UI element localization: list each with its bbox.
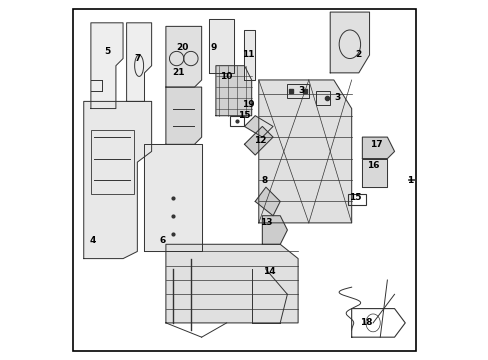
- Polygon shape: [216, 66, 251, 116]
- Text: 7: 7: [134, 54, 140, 63]
- Bar: [315, 91, 329, 105]
- Polygon shape: [165, 244, 298, 323]
- Text: 16: 16: [366, 161, 379, 170]
- Text: 3: 3: [334, 93, 340, 102]
- Text: 15: 15: [348, 193, 361, 202]
- Polygon shape: [244, 116, 272, 137]
- Polygon shape: [165, 87, 201, 144]
- Polygon shape: [208, 19, 233, 73]
- Bar: [230, 116, 244, 126]
- Text: 17: 17: [369, 140, 382, 149]
- Text: 6: 6: [159, 236, 165, 245]
- Bar: [287, 84, 308, 98]
- Text: 19: 19: [241, 100, 254, 109]
- Polygon shape: [91, 23, 123, 109]
- Text: 5: 5: [103, 47, 110, 56]
- Text: 11: 11: [242, 50, 254, 59]
- Polygon shape: [144, 144, 201, 251]
- Polygon shape: [244, 126, 272, 155]
- Polygon shape: [329, 12, 369, 73]
- Text: 8: 8: [261, 176, 267, 185]
- Polygon shape: [362, 158, 386, 187]
- Text: 1: 1: [407, 176, 413, 185]
- Text: 3: 3: [298, 86, 304, 95]
- Text: 2: 2: [355, 50, 361, 59]
- Polygon shape: [244, 30, 255, 80]
- Text: 4: 4: [89, 236, 96, 245]
- Polygon shape: [258, 80, 351, 223]
- Text: 15: 15: [238, 111, 250, 120]
- Text: 20: 20: [176, 43, 188, 52]
- Bar: [347, 194, 365, 205]
- Bar: [91, 130, 134, 194]
- Text: 13: 13: [259, 219, 272, 228]
- Text: 10: 10: [220, 72, 232, 81]
- Text: 18: 18: [359, 318, 371, 327]
- Polygon shape: [362, 137, 394, 158]
- Polygon shape: [83, 102, 151, 258]
- Text: 12: 12: [254, 136, 266, 145]
- Polygon shape: [126, 23, 151, 102]
- Text: 9: 9: [210, 43, 217, 52]
- Text: 21: 21: [172, 68, 184, 77]
- Text: 14: 14: [263, 267, 275, 276]
- Polygon shape: [255, 187, 280, 216]
- Polygon shape: [165, 26, 201, 87]
- Polygon shape: [262, 216, 287, 244]
